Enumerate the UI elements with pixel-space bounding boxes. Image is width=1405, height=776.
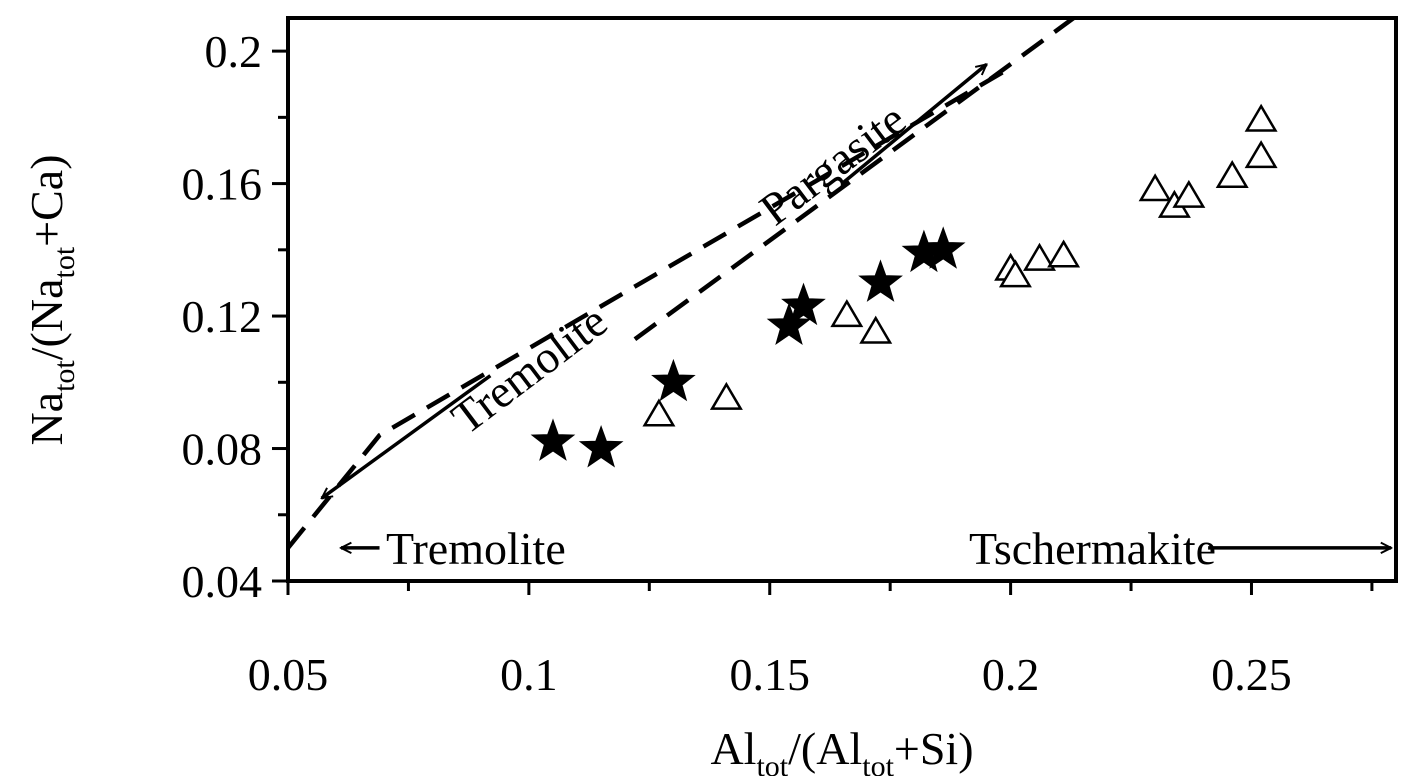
star-point bbox=[578, 425, 624, 468]
x-tick-label: 0.1 bbox=[500, 649, 558, 700]
triangle-point bbox=[1244, 140, 1278, 169]
annotation-label: Tremolite bbox=[386, 523, 566, 574]
reference-lines bbox=[288, 18, 1078, 550]
triangle-point bbox=[1138, 173, 1172, 202]
triangle-point bbox=[1047, 239, 1081, 268]
data-points bbox=[530, 103, 1278, 468]
reference-line bbox=[288, 65, 1012, 550]
star-point bbox=[530, 418, 576, 461]
reference-line bbox=[633, 18, 1078, 342]
star-point bbox=[920, 226, 966, 269]
axis-ticks bbox=[272, 49, 1374, 595]
x-axis-title: Altot/(Altot+Si) bbox=[710, 723, 973, 776]
y-tick-label: 0.04 bbox=[182, 556, 263, 607]
axis-tick-labels: 0.05 0.1 0.15 0.2 0.25 0.04 0.08 0.12 0.16 0.2 bbox=[182, 26, 1292, 700]
triangle-point bbox=[1215, 159, 1249, 189]
x-tick-label: 0.25 bbox=[1211, 649, 1292, 700]
annotation-arrow bbox=[322, 374, 492, 500]
triangle-point bbox=[998, 259, 1032, 288]
triangle-point bbox=[830, 299, 864, 328]
triangle-point bbox=[1023, 242, 1056, 271]
annotation-arrows bbox=[322, 64, 1391, 548]
x-tick-label: 0.2 bbox=[982, 649, 1040, 700]
star-point bbox=[858, 259, 903, 302]
annotation-label: Tremolite bbox=[442, 295, 616, 444]
plot-border bbox=[286, 16, 1398, 583]
y-tick-label: 0.12 bbox=[182, 291, 263, 342]
y-tick-label: 0.08 bbox=[182, 424, 263, 475]
x-tick-label: 0.05 bbox=[248, 649, 329, 700]
triangle-point bbox=[642, 398, 676, 427]
annotation-label: Pargasite bbox=[750, 93, 915, 235]
x-tick-label: 0.15 bbox=[729, 649, 810, 700]
triangle-point bbox=[1244, 103, 1278, 132]
y-tick-label: 0.16 bbox=[182, 159, 263, 210]
triangle-point bbox=[709, 381, 743, 410]
triangle-point bbox=[859, 315, 893, 344]
triangle-point bbox=[1172, 179, 1206, 208]
star-point bbox=[781, 282, 826, 326]
star-point bbox=[651, 358, 696, 402]
y-axis-title: Natot/(Natot+Ca) bbox=[21, 154, 81, 445]
annotations: Tremolite Pargasite Tremolite Tschermakite bbox=[386, 93, 1216, 574]
annotation-arrow bbox=[840, 64, 987, 185]
annotation-label: Tschermakite bbox=[969, 523, 1216, 574]
plot-frame bbox=[286, 16, 1398, 583]
y-tick-label: 0.2 bbox=[205, 26, 263, 77]
star-point bbox=[766, 302, 812, 345]
